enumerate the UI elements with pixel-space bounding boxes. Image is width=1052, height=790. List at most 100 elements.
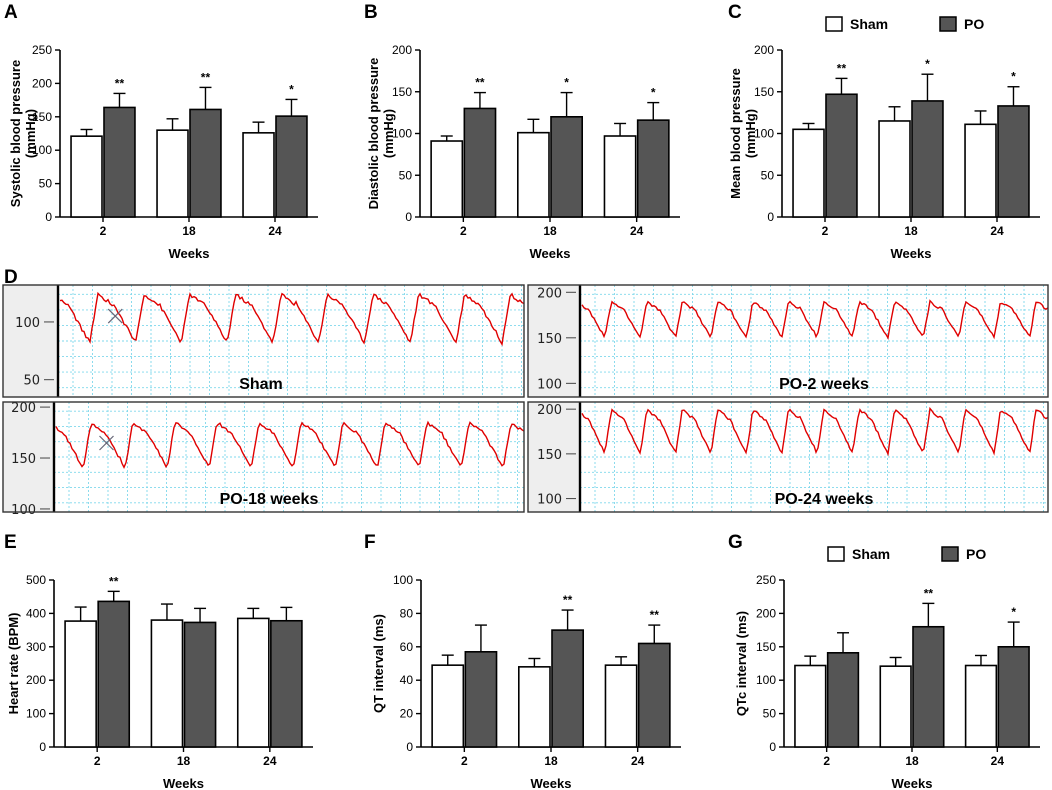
y-tick-label: 200	[26, 673, 46, 687]
bar-po	[911, 100, 944, 218]
trace-y-tick-label: 150	[537, 332, 562, 347]
significance-marker: *	[925, 57, 930, 71]
y-tick-label: 400	[26, 606, 46, 620]
significance-marker: **	[924, 586, 934, 600]
y-tick-label: 80	[400, 606, 414, 620]
x-tick-label: 2	[100, 224, 107, 238]
trace-y-tick-label: 50	[23, 374, 40, 389]
bar-po	[97, 600, 131, 748]
bp-trace-line	[581, 299, 1049, 340]
trace-frame	[2, 284, 525, 398]
y-tick-label: 100	[756, 673, 776, 687]
x-tick-label: 24	[268, 224, 282, 238]
trace-y-tick-label: 100	[15, 316, 40, 331]
trace-y-tick-label: 200	[537, 286, 562, 301]
bp-trace-line	[55, 420, 525, 469]
y-tick-label: 100	[754, 127, 774, 141]
significance-marker: **	[650, 608, 660, 622]
bar-sham	[878, 120, 911, 218]
y-axis-label: Heart rate (BPM)	[6, 613, 21, 715]
y-axis-unit: (mmHg)	[381, 109, 396, 158]
y-tick-label: 100	[392, 127, 412, 141]
bar-sham	[517, 666, 551, 748]
legend-swatch-po	[939, 16, 957, 32]
y-tick-label: 200	[756, 606, 776, 620]
y-tick-label: 0	[767, 210, 774, 224]
legend-swatch-po	[941, 546, 959, 562]
x-tick-label: 18	[182, 224, 196, 238]
y-tick-label: 20	[400, 707, 414, 721]
y-axis-label: QT interval (ms)	[371, 614, 386, 713]
panel-label-e: E	[4, 532, 17, 553]
y-tick-label: 50	[763, 707, 777, 721]
trace-axis-area	[3, 285, 58, 397]
x-axis-label: Weeks	[169, 246, 210, 261]
bar-sham	[964, 123, 997, 218]
bar-po	[103, 106, 136, 218]
bar-po	[637, 642, 671, 748]
bar-sham	[150, 619, 184, 748]
bar-po	[189, 108, 222, 218]
y-axis-unit: (mmHg)	[743, 109, 758, 158]
bar-po	[997, 645, 1030, 748]
y-tick-label: 0	[406, 740, 413, 754]
trace-plot-area	[54, 402, 524, 512]
y-tick-label: 40	[400, 673, 414, 687]
trace-y-tick-label: 100	[537, 493, 562, 508]
chart-panel-a: A 0 50 100 150 200 250 Systolic blood pressure(…	[4, 2, 318, 261]
x-tick-label: 18	[904, 224, 918, 238]
trace-title: PO-24 weeks	[775, 491, 874, 508]
bar-po	[825, 93, 858, 218]
x-tick-label: 2	[822, 224, 829, 238]
trace-y-tick-label: 200	[537, 403, 562, 418]
x-tick-label: 18	[905, 754, 919, 768]
panel-label-a: A	[4, 2, 18, 23]
significance-marker: *	[1011, 70, 1016, 84]
x-axis-label: Weeks	[892, 776, 933, 790]
x-tick-label: 24	[263, 754, 277, 768]
y-axis-unit: (mmHg)	[23, 109, 38, 158]
bar-sham	[70, 135, 103, 218]
trace-y-tick-label: 200	[11, 401, 36, 416]
trace-title: PO-2 weeks	[779, 376, 869, 393]
bar-sham	[156, 129, 189, 218]
bar-po	[275, 115, 308, 218]
x-tick-label: 24	[990, 224, 1004, 238]
trace-title: Sham	[239, 376, 283, 393]
bar-po	[463, 107, 497, 218]
trace-title: PO-18 weeks	[220, 491, 319, 508]
significance-marker: **	[109, 574, 119, 588]
y-tick-label: 150	[756, 640, 776, 654]
legend-label-sham: Sham	[850, 16, 888, 32]
panel-label-d: D	[4, 267, 18, 288]
y-axis-label: QTc interval (ms)	[734, 611, 749, 716]
x-tick-label: 2	[461, 754, 468, 768]
bp-trace-line	[581, 406, 1049, 457]
y-tick-label: 150	[392, 85, 412, 99]
bar-po	[183, 621, 217, 748]
x-tick-label: 24	[631, 754, 645, 768]
bar-po	[551, 629, 585, 748]
bar-sham	[604, 664, 638, 748]
chart-panel-f: F 0 20 40 60 80 100 QT interval (ms) Weeks 2 18 ** 2…	[364, 532, 681, 790]
trace-panel-d4: 100 150 200 PO-24 weeks	[527, 401, 1049, 513]
significance-marker: **	[201, 70, 211, 84]
y-tick-label: 0	[45, 210, 52, 224]
y-tick-label: 200	[32, 76, 52, 90]
y-tick-label: 500	[26, 573, 46, 587]
trace-panel-d2: 100 150 200 PO-2 weeks	[527, 284, 1049, 398]
trace-panel-d3: 100 150 200 PO-18 weeks	[2, 401, 525, 518]
y-tick-label: 50	[39, 177, 53, 191]
significance-marker: **	[475, 76, 485, 90]
bar-po	[826, 652, 860, 748]
chart-panel-c: C 0 50 100 150 200 Mean blood pressure (mmHg) We…	[728, 2, 1040, 261]
x-axis-label: Weeks	[530, 246, 571, 261]
bar-sham	[879, 665, 912, 748]
y-axis-label: Diastolic blood pressure	[366, 58, 381, 210]
cursor-cross	[107, 308, 123, 324]
y-axis-label: Systolic blood pressure	[8, 60, 23, 207]
y-tick-label: 200	[392, 43, 412, 57]
x-tick-label: 2	[94, 754, 101, 768]
panel-label-g: G	[728, 532, 743, 553]
significance-marker: *	[651, 86, 656, 100]
